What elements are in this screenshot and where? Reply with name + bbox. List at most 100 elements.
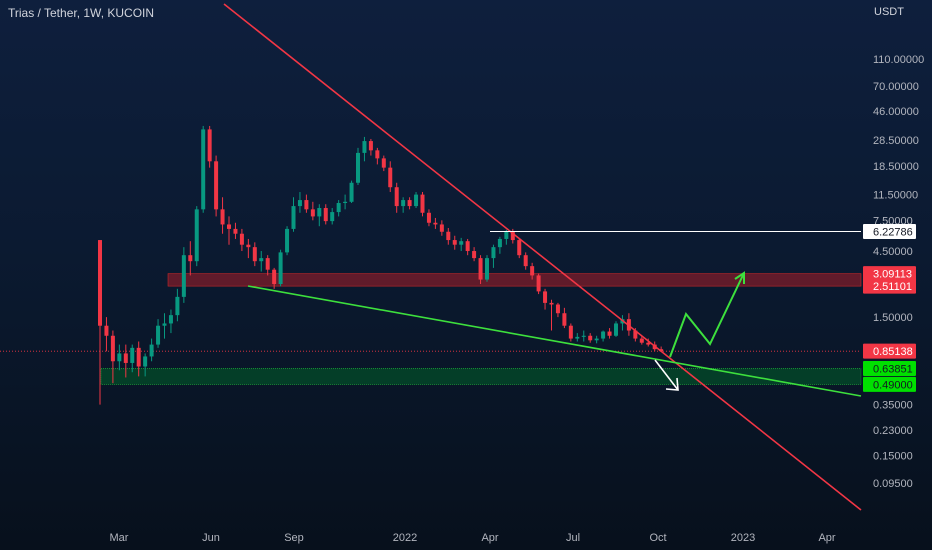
- candle-body: [214, 161, 219, 210]
- price-label-badge: [863, 343, 916, 359]
- candle-body: [388, 167, 393, 188]
- candle-body: [446, 231, 451, 241]
- candle-body: [478, 258, 483, 280]
- candle-body: [407, 200, 412, 207]
- price-tick-label: 0.23000: [873, 425, 913, 437]
- price-tick-label: 18.50000: [873, 161, 919, 173]
- price-label-badge: [863, 376, 916, 392]
- time-tick-label: 2023: [731, 532, 755, 544]
- price-tick-label: 0.09500: [873, 478, 913, 490]
- price-tick-label: 0.35000: [873, 400, 913, 412]
- support-trendline: [247, 285, 862, 397]
- price-label-text: 0.63851: [873, 363, 913, 375]
- candle-body: [265, 258, 270, 270]
- candle-body: [297, 200, 302, 207]
- resistance-zone: [167, 273, 862, 287]
- price-tick-label: 46.00000: [873, 106, 919, 118]
- candle-body: [555, 304, 560, 314]
- candle-body: [304, 200, 309, 210]
- candle-body: [607, 331, 612, 336]
- candle-body: [362, 141, 367, 153]
- candle-body: [291, 206, 296, 229]
- price-tick-label: 4.50000: [873, 246, 913, 258]
- bearish-arrowhead: [665, 377, 679, 391]
- candle-body: [336, 203, 341, 213]
- candle-body: [252, 247, 257, 262]
- time-tick-label: Apr: [818, 532, 835, 544]
- candle-body: [368, 141, 373, 151]
- candle-body: [188, 255, 193, 262]
- price-label-badge: [863, 266, 916, 282]
- time-tick-label: Sep: [284, 532, 304, 544]
- price-label-badge: [863, 360, 916, 376]
- candle-body: [452, 240, 457, 245]
- candle-body: [491, 247, 496, 259]
- candle-body: [414, 194, 419, 207]
- time-tick-label: 2022: [393, 532, 417, 544]
- candle-body: [523, 255, 528, 267]
- candle-body: [233, 228, 238, 234]
- candle-body: [381, 158, 386, 168]
- candle-body: [562, 313, 567, 326]
- candle-body: [162, 323, 167, 326]
- price-label-text: 6.22786: [873, 226, 913, 238]
- candle-body: [588, 335, 593, 341]
- candle-body: [246, 244, 251, 248]
- candle-body: [530, 266, 535, 276]
- candle-body: [426, 212, 431, 223]
- candle-body: [472, 251, 477, 259]
- time-tick-label: Oct: [649, 532, 666, 544]
- price-label-text: 0.85138: [873, 346, 913, 358]
- candle-body: [420, 194, 425, 213]
- candle-body: [259, 258, 264, 262]
- time-tick-label: Apr: [481, 532, 498, 544]
- candle-body: [168, 315, 173, 324]
- candle-body: [317, 208, 322, 217]
- chart-title: Trias / Tether, 1W, KUCOIN: [8, 6, 155, 20]
- candle-body: [356, 152, 360, 183]
- candle-body: [549, 302, 554, 305]
- candle-body: [575, 336, 580, 339]
- candle-body: [98, 240, 102, 326]
- candle-body: [459, 241, 464, 245]
- bearish-path-arrow: [654, 359, 679, 391]
- time-tick-label: Jul: [566, 532, 580, 544]
- candle-body: [401, 200, 406, 207]
- candle-body: [194, 209, 199, 262]
- candle-body: [143, 356, 148, 367]
- time-tick-label: Mar: [110, 532, 129, 544]
- candle-body: [130, 347, 135, 363]
- candle-body: [136, 347, 141, 367]
- candle-body: [110, 335, 115, 362]
- price-tick-label: 11.50000: [873, 190, 918, 202]
- candle-body: [343, 201, 348, 203]
- support-zone: [100, 368, 862, 385]
- candle-body: [349, 182, 354, 202]
- price-tick-label: 110.00000: [873, 54, 924, 66]
- candle-body: [536, 275, 541, 292]
- candle-body: [104, 325, 109, 336]
- candle-body: [504, 231, 509, 239]
- candle-body: [601, 331, 606, 339]
- price-label-badge: [863, 223, 916, 239]
- candle-body: [646, 342, 651, 345]
- candle-body: [375, 150, 380, 159]
- candle-body: [227, 224, 231, 229]
- bullish-arrowhead: [734, 271, 745, 284]
- candle-body: [485, 258, 489, 280]
- candle-body: [639, 338, 644, 343]
- price-label-text: 2.51101: [873, 281, 912, 293]
- bullish-path-arrow: [669, 272, 745, 358]
- candle-body: [517, 240, 522, 256]
- time-tick-label: Jun: [202, 532, 220, 544]
- price-unit-label: USDT: [874, 6, 904, 18]
- candle-body: [330, 212, 335, 222]
- candle-body: [278, 252, 283, 285]
- candle-body: [285, 228, 290, 253]
- price-label-badge: [863, 278, 916, 294]
- candle-body: [594, 338, 599, 341]
- candle-body: [310, 209, 315, 217]
- candle-body: [207, 129, 212, 162]
